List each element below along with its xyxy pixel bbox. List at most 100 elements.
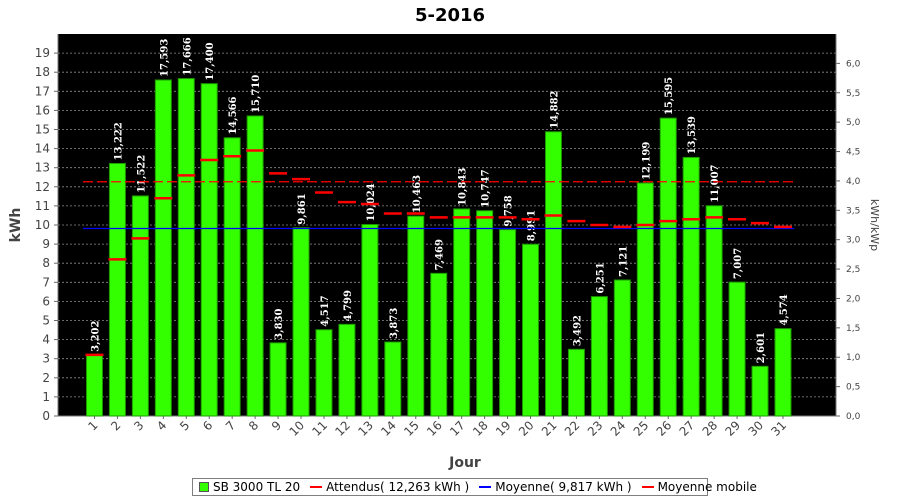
x-tick-label: 21 [539, 418, 560, 439]
data-label: 10,024 [366, 183, 377, 221]
bar [292, 227, 310, 417]
y2-tick-label: 1,5 [846, 324, 860, 334]
bar [705, 205, 723, 417]
y2-tick-label: 4,5 [846, 148, 860, 158]
chart-title: 5-2016 [415, 5, 485, 26]
y-tick-label: 7 [42, 275, 50, 289]
y2-tick-label: 4,0 [846, 177, 861, 187]
data-label: 14,566 [228, 96, 239, 134]
bar [361, 224, 379, 417]
bar [177, 78, 195, 417]
bar [682, 156, 700, 417]
bar [499, 229, 517, 417]
x-tick-label: 5 [177, 418, 192, 433]
x-tick-label: 19 [493, 418, 514, 439]
y-tick-label: 3 [42, 352, 50, 366]
data-label: 10,843 [458, 168, 469, 206]
bar [774, 328, 792, 417]
data-label: 14,882 [549, 90, 560, 128]
y-tick-label: 16 [35, 103, 50, 117]
x-tick-label: 20 [516, 418, 537, 439]
x-tick-label: 10 [286, 418, 307, 439]
x-tick-label: 24 [608, 418, 629, 439]
x-tick-label: 8 [246, 418, 261, 433]
legend-label-attendus: Attendus( 12,263 kWh ) [326, 480, 470, 494]
data-label: 11,522 [136, 155, 147, 193]
x-tick-label: 1 [85, 418, 100, 433]
bar [751, 365, 769, 417]
x-tick-label: 30 [745, 418, 766, 439]
y2-tick-label: 2,5 [846, 265, 860, 275]
bar [154, 79, 172, 417]
y-tick-label: 2 [42, 371, 50, 385]
bar [476, 210, 494, 417]
bar [728, 281, 746, 417]
data-label: 7,121 [618, 246, 629, 277]
x-tick-label: 11 [309, 418, 330, 439]
data-label: 17,666 [182, 37, 193, 75]
data-label: 4,574 [779, 294, 790, 325]
y-tick-label: 14 [35, 142, 50, 156]
legend-item-attendus: Attendus( 12,263 kWh ) [310, 480, 469, 494]
bar [407, 215, 425, 417]
legend-swatch-mobile [641, 486, 654, 488]
y-tick-label: 18 [35, 65, 50, 79]
data-label: 6,251 [595, 262, 606, 293]
bar [338, 323, 356, 417]
y-tick-label: 1 [42, 390, 50, 404]
x-tick-label: 18 [470, 418, 491, 439]
x-tick-label: 23 [585, 418, 606, 439]
legend-swatch-attendus [310, 486, 323, 488]
bar [246, 115, 264, 417]
data-label: 3,830 [274, 308, 285, 339]
bar [544, 131, 562, 417]
x-axis-title: Jour [448, 455, 481, 471]
bar [384, 341, 402, 417]
data-label: 4,799 [343, 290, 354, 321]
data-label: 3,492 [572, 315, 583, 346]
data-label: 9,758 [504, 195, 515, 226]
x-tick-label: 16 [424, 418, 445, 439]
x-tick-label: 7 [223, 418, 238, 433]
data-label: 15,595 [664, 77, 675, 115]
legend-label-moyenne: Moyenne( 9,817 kWh ) [495, 480, 632, 494]
data-label: 4,517 [320, 295, 331, 326]
x-tick-label: 14 [378, 418, 399, 439]
data-label: 7,007 [733, 248, 744, 279]
data-label: 17,400 [205, 42, 216, 80]
bar [430, 272, 448, 417]
bar [85, 354, 103, 417]
x-tick-label: 15 [401, 418, 422, 439]
bar [590, 296, 608, 417]
data-label: 17,593 [159, 39, 170, 77]
x-tick-label: 2 [108, 418, 123, 433]
y2-tick-label: 1,0 [846, 353, 861, 363]
x-tick-label: 9 [269, 418, 284, 433]
y2-tick-label: 5,0 [846, 118, 861, 128]
data-label: 13,222 [113, 122, 124, 160]
y2-tick-label: 2,0 [846, 294, 861, 304]
y-axis-title: kWh [8, 208, 24, 243]
bar [269, 342, 287, 417]
data-label: 10,463 [412, 175, 423, 213]
bar [659, 117, 677, 417]
x-tick-label: 13 [355, 418, 376, 439]
y-tick-label: 0 [42, 409, 50, 423]
y-tick-label: 8 [42, 256, 50, 270]
data-label: 13,539 [687, 116, 698, 154]
x-tick-label: 25 [631, 418, 652, 439]
y2-tick-label: 0,0 [846, 412, 861, 422]
legend-swatch-bar [199, 482, 209, 492]
legend-item-production: SB 3000 TL 20 [199, 480, 300, 494]
bar [453, 208, 471, 417]
x-tick-label: 22 [562, 418, 583, 439]
legend-label-production: SB 3000 TL 20 [213, 480, 301, 494]
y-tick-label: 11 [35, 199, 50, 213]
y-tick-label: 13 [35, 161, 50, 175]
bar [636, 182, 654, 417]
x-tick-label: 17 [447, 418, 468, 439]
y-tick-label: 17 [35, 84, 50, 98]
data-label: 12,199 [641, 142, 652, 180]
data-label: 11,007 [710, 164, 721, 202]
